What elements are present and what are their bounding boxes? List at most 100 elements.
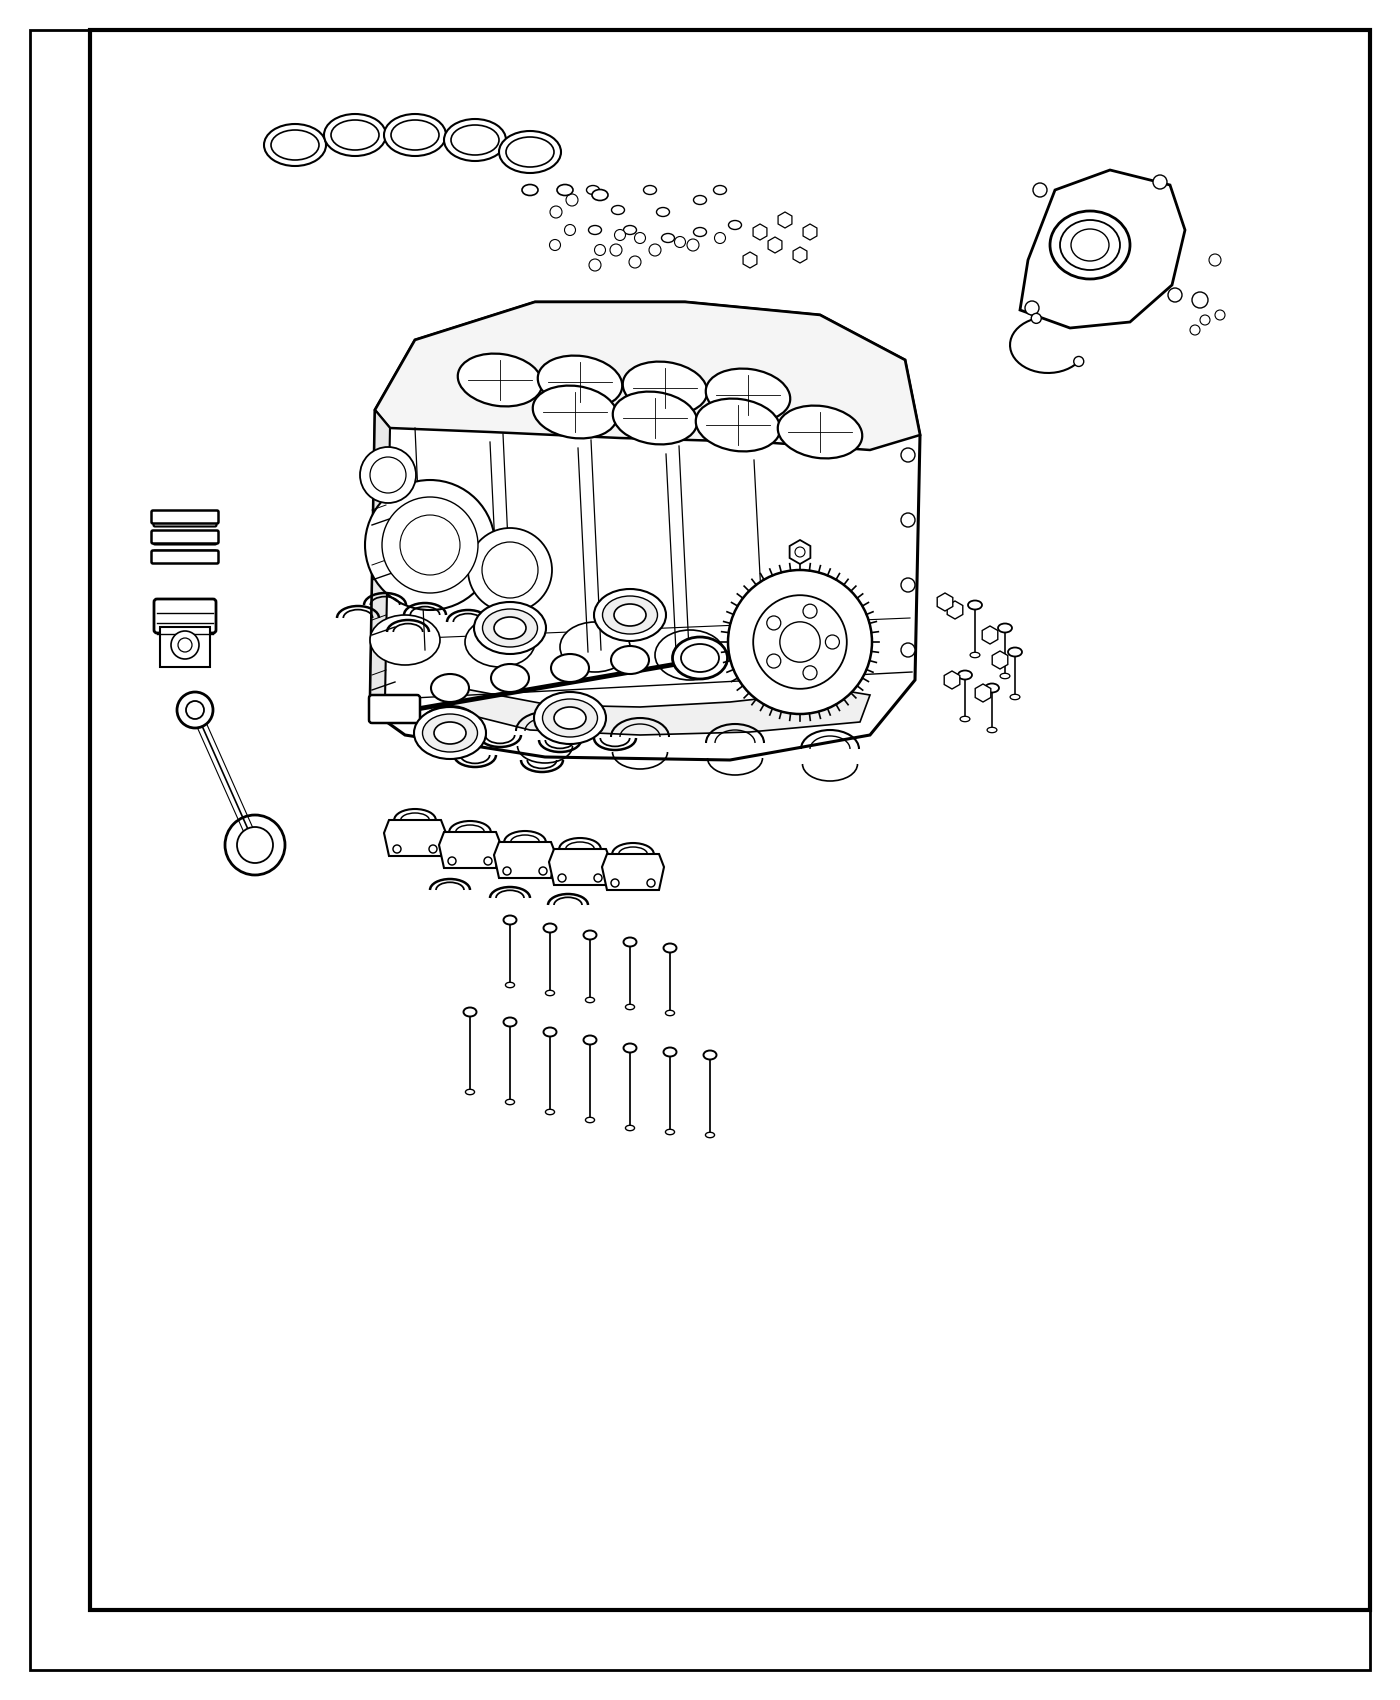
Circle shape: [176, 692, 213, 728]
Ellipse shape: [1009, 694, 1019, 700]
Ellipse shape: [491, 665, 529, 692]
Ellipse shape: [986, 683, 1000, 692]
Ellipse shape: [451, 126, 498, 155]
Circle shape: [549, 240, 560, 250]
Ellipse shape: [664, 1047, 676, 1056]
Ellipse shape: [265, 124, 326, 167]
Ellipse shape: [444, 119, 505, 162]
Ellipse shape: [960, 716, 970, 722]
Polygon shape: [370, 303, 920, 760]
Ellipse shape: [728, 221, 742, 230]
Ellipse shape: [998, 624, 1012, 632]
Ellipse shape: [665, 1129, 675, 1134]
Ellipse shape: [615, 604, 645, 626]
Ellipse shape: [680, 644, 720, 672]
Polygon shape: [370, 410, 391, 711]
Ellipse shape: [543, 699, 598, 738]
Ellipse shape: [546, 1110, 554, 1115]
Circle shape: [804, 666, 818, 680]
Circle shape: [804, 604, 818, 619]
Circle shape: [1154, 175, 1168, 189]
Circle shape: [902, 449, 916, 462]
Circle shape: [539, 867, 547, 876]
Polygon shape: [549, 848, 610, 886]
Ellipse shape: [1060, 219, 1120, 270]
Circle shape: [237, 826, 273, 864]
Circle shape: [400, 515, 461, 575]
Ellipse shape: [498, 131, 561, 173]
Ellipse shape: [1050, 211, 1130, 279]
Ellipse shape: [370, 615, 440, 665]
Polygon shape: [375, 303, 920, 450]
Circle shape: [393, 845, 400, 853]
Circle shape: [902, 643, 916, 656]
Ellipse shape: [612, 206, 624, 214]
Circle shape: [171, 631, 199, 660]
Circle shape: [780, 622, 820, 663]
Ellipse shape: [546, 991, 554, 996]
Circle shape: [484, 857, 491, 865]
Circle shape: [1032, 313, 1042, 323]
Ellipse shape: [665, 1010, 675, 1015]
FancyBboxPatch shape: [151, 551, 218, 563]
Circle shape: [675, 236, 686, 248]
Ellipse shape: [560, 622, 630, 672]
Circle shape: [559, 874, 566, 882]
Ellipse shape: [423, 714, 477, 751]
Ellipse shape: [504, 916, 517, 925]
Ellipse shape: [714, 185, 727, 194]
Ellipse shape: [613, 391, 697, 444]
Ellipse shape: [585, 1117, 595, 1122]
Ellipse shape: [458, 354, 542, 406]
Circle shape: [503, 867, 511, 876]
Circle shape: [687, 240, 699, 252]
Ellipse shape: [463, 1008, 476, 1017]
Ellipse shape: [554, 707, 587, 729]
FancyBboxPatch shape: [154, 551, 217, 563]
FancyBboxPatch shape: [370, 695, 420, 722]
Ellipse shape: [661, 233, 675, 243]
Ellipse shape: [958, 670, 972, 680]
Ellipse shape: [483, 609, 538, 648]
Circle shape: [753, 595, 847, 689]
Circle shape: [186, 700, 204, 719]
Ellipse shape: [330, 121, 379, 150]
Circle shape: [595, 245, 605, 255]
Ellipse shape: [543, 923, 557, 933]
FancyBboxPatch shape: [151, 530, 218, 544]
Ellipse shape: [693, 228, 707, 236]
Ellipse shape: [465, 617, 535, 666]
FancyBboxPatch shape: [151, 510, 218, 524]
Ellipse shape: [706, 1132, 714, 1137]
Ellipse shape: [602, 597, 658, 634]
Ellipse shape: [626, 1125, 634, 1130]
Ellipse shape: [323, 114, 386, 156]
Circle shape: [767, 615, 781, 631]
Circle shape: [902, 578, 916, 592]
Circle shape: [1190, 325, 1200, 335]
Circle shape: [1210, 253, 1221, 265]
Ellipse shape: [391, 121, 440, 150]
Circle shape: [1168, 287, 1182, 303]
Ellipse shape: [272, 129, 319, 160]
Circle shape: [1074, 357, 1084, 367]
Ellipse shape: [384, 114, 447, 156]
Ellipse shape: [434, 722, 466, 745]
Circle shape: [225, 814, 286, 876]
Ellipse shape: [538, 355, 622, 408]
Ellipse shape: [505, 1100, 515, 1105]
Circle shape: [1025, 301, 1039, 314]
Ellipse shape: [970, 653, 980, 658]
Ellipse shape: [504, 1018, 517, 1027]
Circle shape: [428, 845, 437, 853]
Ellipse shape: [987, 728, 997, 733]
Ellipse shape: [623, 226, 637, 235]
Ellipse shape: [587, 185, 599, 194]
Ellipse shape: [552, 654, 589, 682]
Ellipse shape: [592, 189, 608, 201]
Ellipse shape: [505, 138, 554, 167]
Circle shape: [650, 245, 661, 257]
Polygon shape: [449, 688, 869, 734]
Ellipse shape: [696, 398, 780, 452]
Ellipse shape: [706, 369, 790, 422]
